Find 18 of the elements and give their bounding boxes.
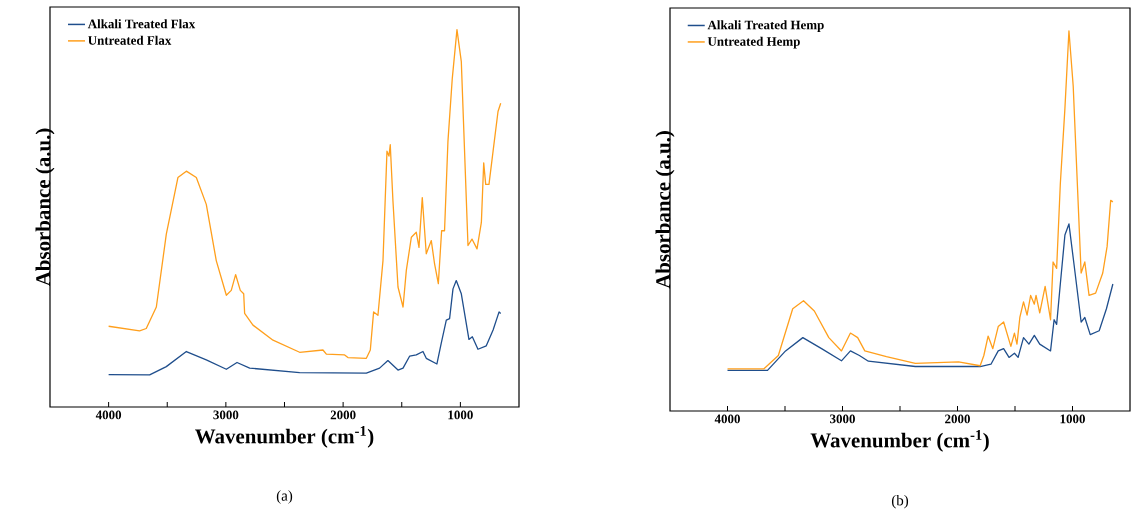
legend-label: Untreated Hemp [707, 36, 800, 49]
x-tick-label: 2000 [945, 414, 970, 424]
y-axis-title: Absorbance (a.u.) [655, 131, 675, 289]
y-axis-title: Absorbance (a.u.) [35, 128, 55, 287]
legend-label: Alkali Treated Flax [87, 19, 196, 29]
x-tick-label: 3000 [213, 410, 239, 420]
x-axis-title: Wavenumber (cm$^{-1}$) [195, 426, 374, 448]
x-tick-label: 1000 [1060, 414, 1085, 424]
x-tick-label: 2000 [330, 410, 356, 420]
legend-label: Alkali Treated Hemp [707, 20, 824, 32]
text: (a) [276, 490, 293, 504]
x-tick-label: 4000 [714, 414, 740, 424]
x-axis-title: Wavenumber (cm$^{-1}$) [810, 430, 989, 452]
x-tick-label: 4000 [95, 410, 122, 420]
text: (b) [891, 494, 909, 509]
x-tick-label: 1000 [448, 410, 473, 420]
legend-label: Untreated Flax [88, 35, 172, 45]
x-tick-label: 3000 [830, 414, 855, 424]
